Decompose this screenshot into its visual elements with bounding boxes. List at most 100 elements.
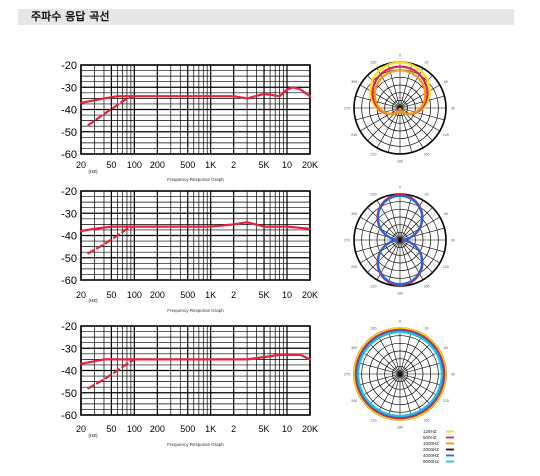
- x-tick-label: 200: [150, 290, 165, 300]
- polar-angle-label: 150: [424, 152, 430, 156]
- response-series-line: [79, 221, 312, 233]
- polar-angle-label: 90: [451, 239, 455, 243]
- polar-spoke: [387, 63, 401, 109]
- polar-angle-label: 210: [371, 418, 377, 422]
- low-cut-series-line: [87, 225, 136, 255]
- polar-angle-label: 90: [451, 373, 455, 377]
- polar-spoke: [387, 107, 401, 153]
- polar-spoke: [367, 207, 401, 241]
- y-tick-label: -20: [61, 186, 77, 198]
- polar-spoke: [355, 361, 401, 375]
- x-tick-label: 2: [231, 424, 236, 434]
- x-tick-label: 200: [150, 424, 165, 434]
- polar-series-8000hz: [357, 331, 443, 417]
- polar-angle-label: 330: [371, 61, 377, 65]
- polar-spoke: [399, 63, 413, 109]
- polar-spoke: [399, 373, 445, 387]
- low-cut-series-line: [87, 95, 136, 127]
- x-tick-label: 20: [76, 424, 86, 434]
- y-tick-label: -50: [61, 253, 77, 265]
- polar-angle-label: 210: [371, 284, 377, 288]
- polar-angle-label: 60: [444, 346, 448, 350]
- polar-series-125hz: [369, 61, 431, 116]
- polar-angle-label: 30: [425, 327, 429, 331]
- polar-chart-1: 0 30 60 90 120 150 180 210 240 270 300 330: [344, 54, 455, 164]
- legend-label: 4000HZ: [423, 453, 439, 458]
- polar-spoke: [399, 373, 424, 414]
- polar-spoke: [360, 373, 401, 398]
- polar-spoke: [367, 239, 401, 273]
- polar-angle-label: 210: [371, 152, 377, 156]
- polar-spoke: [355, 107, 401, 121]
- x-tick-label: 10: [282, 160, 292, 170]
- x-tick-label: 20: [76, 160, 86, 170]
- x-tick-label: 500: [180, 424, 195, 434]
- legend-label: 8000HZ: [423, 459, 439, 464]
- polar-angle-label: 120: [443, 265, 449, 269]
- polar-spoke: [399, 373, 433, 407]
- polar-spoke: [399, 361, 445, 375]
- polar-angle-label: 180: [397, 160, 403, 164]
- x-tick-label: 20: [76, 290, 86, 300]
- x-tick-label: 100: [127, 424, 142, 434]
- x-tick-label: 100: [127, 160, 142, 170]
- polar-angle-label: 240: [351, 265, 357, 269]
- legend-label: 500HZ: [423, 435, 437, 440]
- polar-spoke: [367, 373, 401, 407]
- low-cut-series-line: [87, 358, 136, 390]
- polar-angle-label: 150: [424, 284, 430, 288]
- y-tick-label: -60: [61, 275, 77, 287]
- polar-spoke: [399, 373, 413, 419]
- x-tick-label: 5K: [259, 290, 270, 300]
- y-tick-label: -40: [61, 366, 77, 378]
- y-tick-label: -40: [61, 105, 77, 117]
- polar-spoke: [387, 373, 401, 419]
- polar-angle-label: 150: [424, 418, 430, 422]
- polar-angle-label: 240: [351, 133, 357, 137]
- section-title: 주파수 응답 곡선: [31, 10, 110, 23]
- y-tick-label: -20: [61, 321, 77, 333]
- polar-angle-label: 330: [371, 327, 377, 331]
- polar-angle-label: 300: [351, 80, 357, 84]
- y-tick-label: -30: [61, 343, 77, 355]
- x-tick-label: 5K: [259, 160, 270, 170]
- polar-angle-label: 270: [344, 107, 350, 111]
- polar-spoke: [399, 350, 440, 375]
- polar-angle-label: 60: [444, 212, 448, 216]
- y-tick-label: -50: [61, 127, 77, 139]
- polar-angle-label: 0: [399, 54, 401, 58]
- response-series-line: [79, 86, 312, 104]
- x-tick-label: 20K: [302, 424, 318, 434]
- polar-angle-label: 30: [425, 61, 429, 65]
- polar-spoke: [387, 329, 401, 375]
- polar-spoke: [387, 239, 401, 285]
- polar-spoke: [399, 107, 445, 121]
- polar-spoke: [399, 373, 440, 398]
- y-tick-label: -30: [61, 208, 77, 220]
- polar-series-500hz: [354, 328, 446, 420]
- x-tick-label: 10: [282, 424, 292, 434]
- polar-spoke: [399, 334, 424, 375]
- polar-angle-label: 300: [351, 212, 357, 216]
- polar-spoke: [376, 373, 401, 414]
- frequency-chart-2: -20 -30 -40 -50 -60 20 50 100 200 500 1K 2 5K 10 20K (H…: [61, 186, 318, 313]
- polar-angle-label: 0: [399, 186, 401, 190]
- unit-label: (HZ): [89, 298, 98, 303]
- polar-angle-label: 240: [351, 399, 357, 403]
- x-tick-label: 50: [106, 424, 116, 434]
- y-tick-label: -30: [61, 82, 77, 94]
- polar-chart-2: 0 30 60 90 120 150 180 210 240 270 300 330: [344, 186, 455, 296]
- polar-spoke: [399, 329, 413, 375]
- y-tick-label: -20: [61, 60, 77, 72]
- x-tick-label: 500: [180, 290, 195, 300]
- polar-angle-label: 30: [425, 193, 429, 197]
- x-tick-label: 10: [282, 290, 292, 300]
- polar-series-125hz: [353, 327, 447, 421]
- polar-series-1000hz: [373, 69, 427, 116]
- polar-spoke: [376, 334, 401, 375]
- polar-spoke: [360, 84, 401, 109]
- polar-spoke: [360, 350, 401, 375]
